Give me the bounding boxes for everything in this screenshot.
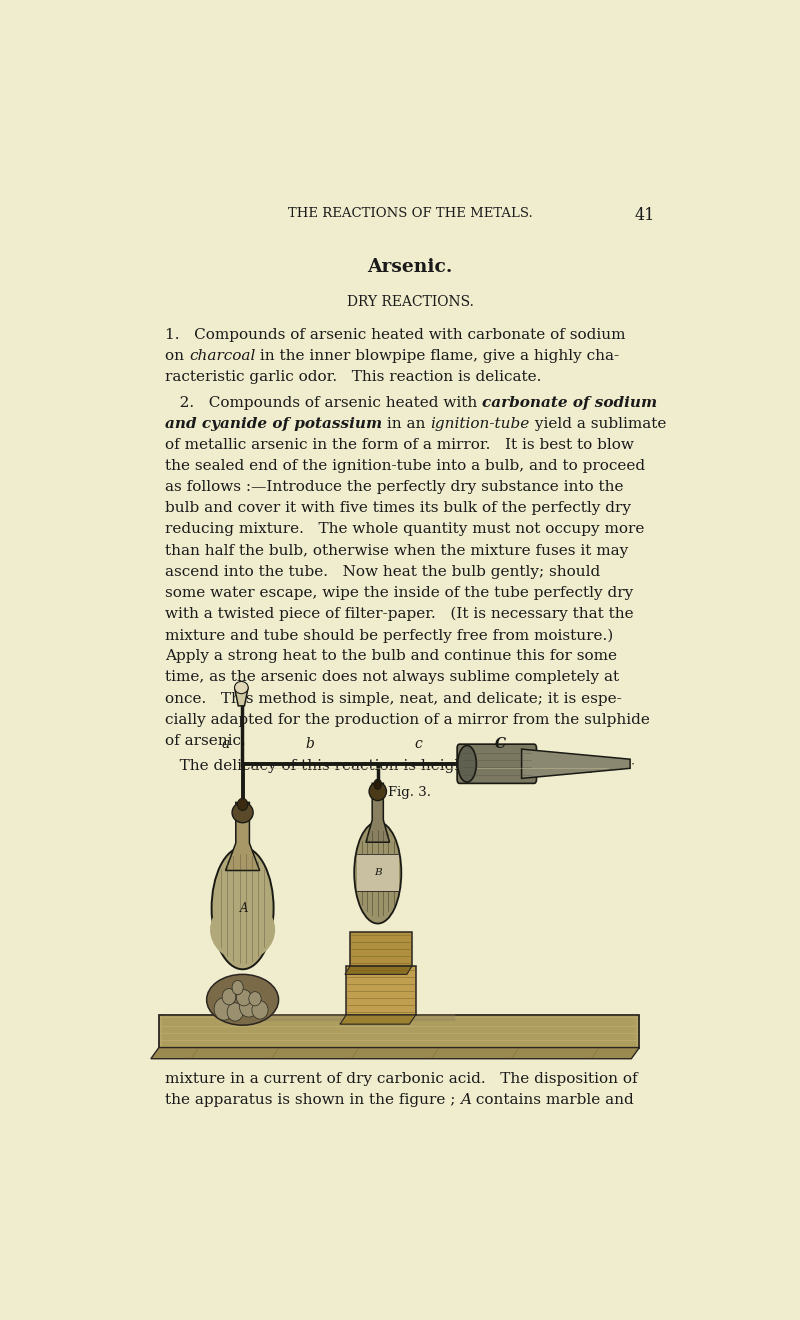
FancyBboxPatch shape [357,854,399,891]
Polygon shape [234,688,248,706]
Text: A: A [240,902,249,915]
Text: the apparatus is shown in the figure ;: the apparatus is shown in the figure ; [165,1093,460,1107]
Text: on: on [165,350,189,363]
Text: in the inner blowpipe flame, give a highly cha-: in the inner blowpipe flame, give a high… [255,350,619,363]
Ellipse shape [232,981,243,995]
Text: THE REACTIONS OF THE METALS.: THE REACTIONS OF THE METALS. [288,207,532,220]
Text: charcoal: charcoal [189,350,255,363]
Ellipse shape [206,974,278,1026]
Ellipse shape [458,746,476,781]
Text: with a twisted piece of filter-paper.   (It is necessary that the: with a twisted piece of filter-paper. (I… [165,607,634,622]
Text: once.   This method is simple, neat, and delicate; it is espe-: once. This method is simple, neat, and d… [165,692,622,706]
FancyBboxPatch shape [159,1015,639,1048]
Polygon shape [366,783,390,842]
Ellipse shape [234,681,248,693]
Ellipse shape [369,783,386,800]
Polygon shape [345,966,412,974]
Text: and cyanide of potassium: and cyanide of potassium [165,417,382,430]
Text: DRY REACTIONS.: DRY REACTIONS. [346,294,474,309]
Polygon shape [151,1048,639,1059]
Ellipse shape [252,1001,268,1019]
FancyBboxPatch shape [350,932,412,966]
Text: mixture in a current of dry carbonic acid.   The disposition of: mixture in a current of dry carbonic aci… [165,1072,638,1086]
Text: Apply a strong heat to the bulb and continue this for some: Apply a strong heat to the bulb and cont… [165,649,617,664]
Text: some water escape, wipe the inside of the tube perfectly dry: some water escape, wipe the inside of th… [165,586,634,599]
Text: mixture and tube should be perfectly free from moisture.): mixture and tube should be perfectly fre… [165,628,614,643]
Ellipse shape [222,989,236,1005]
Ellipse shape [374,779,382,789]
Ellipse shape [214,998,234,1020]
FancyBboxPatch shape [457,744,537,783]
Text: of arsenic.: of arsenic. [165,734,246,748]
Text: Arsenic.: Arsenic. [367,257,453,276]
Text: A: A [460,1093,471,1107]
Ellipse shape [227,1003,243,1022]
Polygon shape [211,1014,455,1022]
Ellipse shape [237,990,251,1006]
Text: ignition-tube: ignition-tube [430,417,530,430]
Ellipse shape [249,991,261,1006]
Text: time, as the arsenic does not always sublime completely at: time, as the arsenic does not always sub… [165,671,619,685]
Text: the sealed end of the ignition-tube into a bulb, and to proceed: the sealed end of the ignition-tube into… [165,459,646,473]
Ellipse shape [239,997,258,1016]
Text: C: C [494,737,506,751]
Text: 2.   Compounds of arsenic heated with: 2. Compounds of arsenic heated with [165,396,482,409]
Text: The delicacy of this reaction is heightened by heating the: The delicacy of this reaction is heighte… [165,759,625,774]
Text: racteristic garlic odor.   This reaction is delicate.: racteristic garlic odor. This reaction i… [165,371,542,384]
Text: bulb and cover it with five times its bulk of the perfectly dry: bulb and cover it with five times its bu… [165,502,631,515]
Text: cially adapted for the production of a mirror from the sulphide: cially adapted for the production of a m… [165,713,650,727]
Polygon shape [226,803,260,870]
Text: of metallic arsenic in the form of a mirror.   It is best to blow: of metallic arsenic in the form of a mir… [165,438,634,451]
Text: yield a sublimate: yield a sublimate [530,417,666,430]
Text: as follows :—Introduce the perfectly dry substance into the: as follows :—Introduce the perfectly dry… [165,480,624,494]
Text: ascend into the tube.   Now heat the bulb gently; should: ascend into the tube. Now heat the bulb … [165,565,600,578]
Text: contains marble and: contains marble and [471,1093,634,1107]
FancyBboxPatch shape [346,966,415,1015]
Ellipse shape [211,847,274,969]
Text: c: c [415,737,422,751]
Text: 41: 41 [634,207,655,224]
Ellipse shape [238,799,248,810]
Polygon shape [340,1015,415,1024]
Text: in an: in an [382,417,430,430]
Text: 1.   Compounds of arsenic heated with carbonate of sodium: 1. Compounds of arsenic heated with carb… [165,329,626,342]
Text: Fig. 3.: Fig. 3. [389,787,431,800]
Text: B: B [374,869,382,878]
Text: reducing mixture.   The whole quantity must not occupy more: reducing mixture. The whole quantity mus… [165,523,645,536]
Polygon shape [522,750,630,779]
Ellipse shape [210,899,275,960]
Text: b: b [306,737,314,751]
Text: a: a [222,737,230,751]
Ellipse shape [354,822,402,924]
Text: carbonate of sodium: carbonate of sodium [482,396,658,409]
Ellipse shape [232,803,253,822]
Text: than half the bulb, otherwise when the mixture fuses it may: than half the bulb, otherwise when the m… [165,544,628,557]
